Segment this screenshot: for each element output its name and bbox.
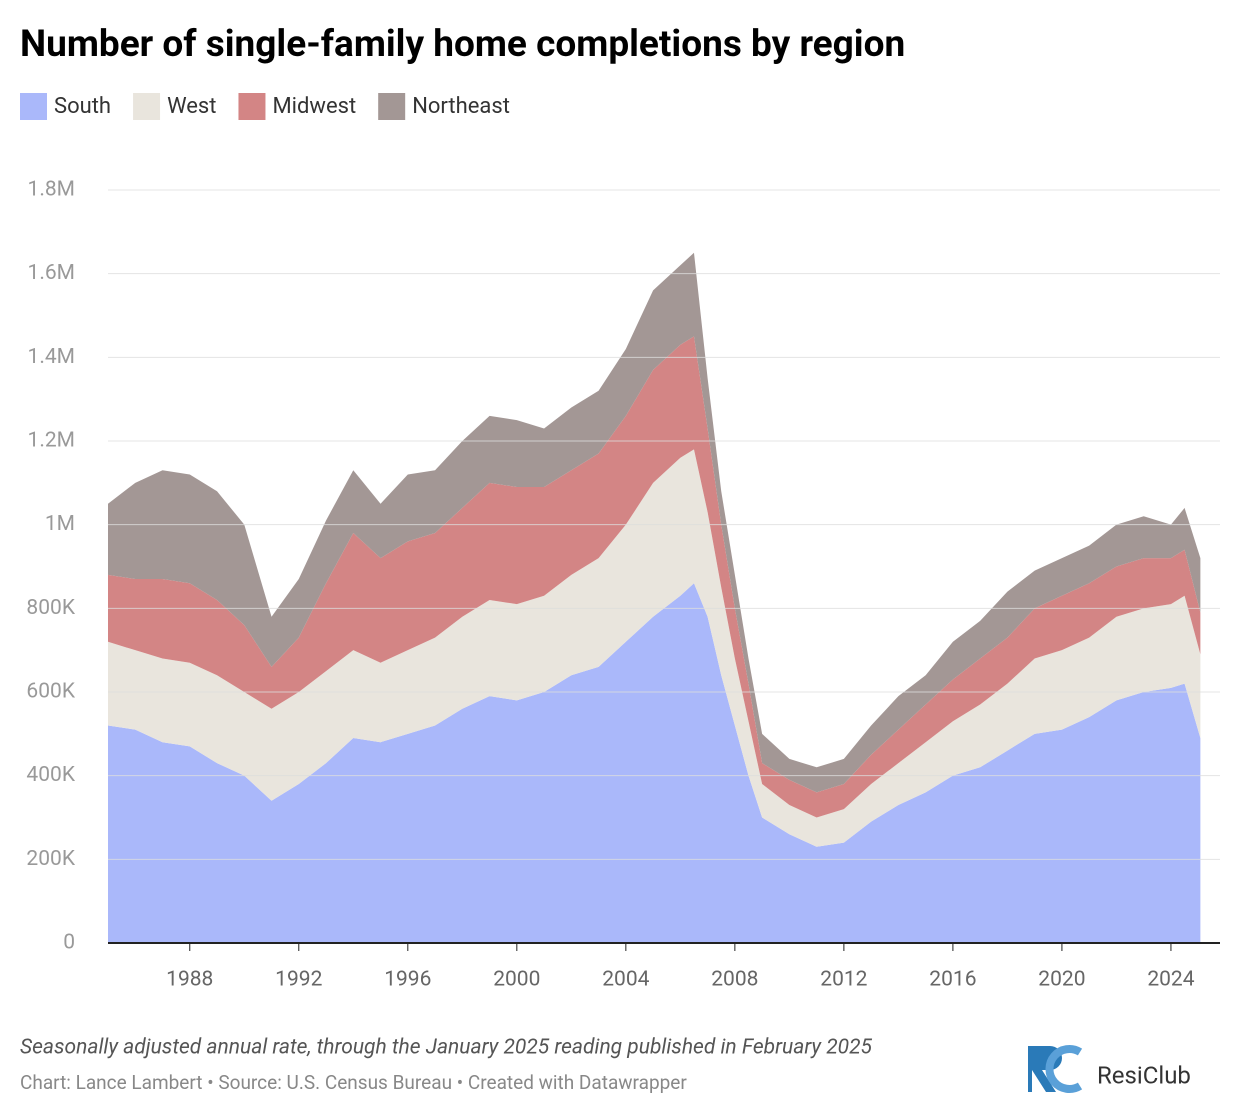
- y-tick-label: 1.6M: [28, 261, 75, 285]
- y-tick-label: 200K: [26, 847, 75, 871]
- x-tick-label: 2016: [929, 968, 976, 992]
- x-tick-label: 2020: [1038, 968, 1085, 992]
- note: Seasonally adjusted annual rate, through…: [20, 1036, 873, 1060]
- y-tick-label: 1.2M: [28, 429, 75, 453]
- legend-swatch: [378, 93, 406, 120]
- legend: South West Midwest Northeast: [20, 93, 510, 120]
- x-tick-label: 2024: [1147, 968, 1194, 992]
- x-tick-label: 2008: [711, 968, 758, 992]
- y-tick-label: 1M: [45, 512, 75, 536]
- legend-label: West: [167, 94, 216, 119]
- x-tick-label: 1996: [384, 968, 431, 992]
- x-tick-label: 2000: [493, 968, 540, 992]
- logo-icon: [1028, 1045, 1083, 1093]
- legend-swatch: [20, 93, 47, 120]
- credit: Chart: Lance Lambert • Source: U.S. Cens…: [20, 1071, 687, 1094]
- x-tick-label: 2012: [820, 968, 867, 992]
- y-tick-label: 400K: [26, 763, 75, 787]
- y-tick-label: 600K: [26, 680, 75, 704]
- legend-label: Midwest: [272, 94, 356, 119]
- x-tick-label: 1988: [166, 968, 213, 992]
- legend-swatch: [133, 93, 161, 120]
- logo-text: ResiClub: [1097, 1061, 1191, 1089]
- legend-swatch: [238, 93, 266, 120]
- area: [108, 449, 1201, 847]
- legend-label: South: [54, 94, 111, 119]
- chart-title: Number of single-family home completions…: [20, 23, 905, 66]
- legend-label: Northeast: [412, 94, 510, 119]
- area: [108, 336, 1201, 818]
- area: [108, 583, 1201, 943]
- y-tick-label: 0: [63, 931, 75, 955]
- x-tick-label: 1992: [275, 968, 322, 992]
- x-tick-label: 2004: [602, 968, 649, 992]
- area: [108, 252, 1201, 793]
- y-tick-label: 800K: [26, 596, 75, 620]
- y-tick-label: 1.8M: [28, 178, 75, 202]
- y-tick-label: 1.4M: [28, 345, 75, 369]
